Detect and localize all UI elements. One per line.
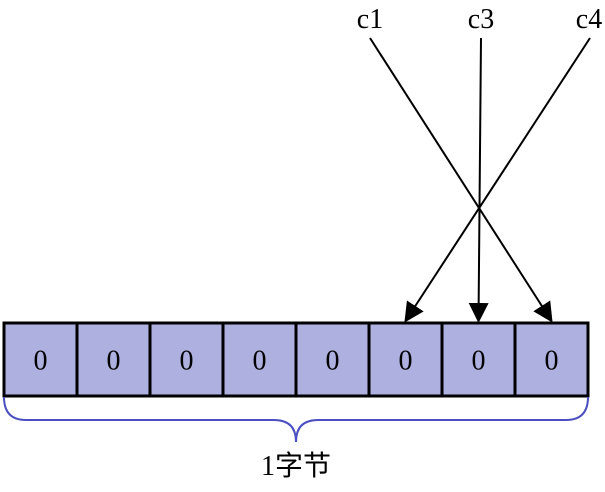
byte-brace [3, 396, 589, 443]
pointer-lines [369, 37, 591, 323]
bit-value-2: 0 [180, 346, 194, 377]
bit-cell-7 [513, 321, 590, 398]
bit-cell-1 [75, 321, 152, 398]
pointer-arrow-c3 [468, 37, 489, 323]
bit-value-5: 0 [399, 346, 413, 377]
bit-value-3: 0 [253, 346, 267, 377]
bit-cell-6 [440, 321, 517, 398]
pointer-label-c3: c3 [468, 4, 494, 35]
pointer-label-c1: c1 [357, 4, 383, 35]
pointer-labels: c1 c3 c4 [357, 4, 602, 35]
bit-value-0: 0 [34, 346, 48, 377]
bit-value-4: 0 [326, 346, 340, 377]
byte-label: 1字节 [261, 450, 331, 482]
bit-cell-5 [367, 321, 444, 398]
byte-cells: 0 0 0 0 0 0 0 0 [2, 321, 590, 398]
bit-cell-2 [148, 321, 225, 398]
pointer-arrow-c4 [404, 37, 591, 323]
bit-cell-4 [294, 321, 371, 398]
bit-value-7: 0 [545, 346, 559, 377]
pointer-arrow-c1 [369, 37, 553, 323]
pointer-label-c4: c4 [576, 4, 602, 35]
bit-cell-0 [2, 321, 79, 398]
bit-value-6: 0 [472, 346, 486, 377]
bit-value-1: 0 [107, 346, 121, 377]
